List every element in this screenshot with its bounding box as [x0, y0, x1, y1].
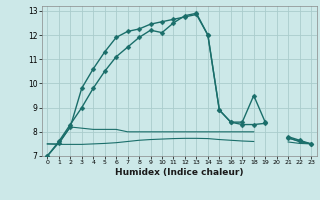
X-axis label: Humidex (Indice chaleur): Humidex (Indice chaleur) [115, 168, 244, 177]
